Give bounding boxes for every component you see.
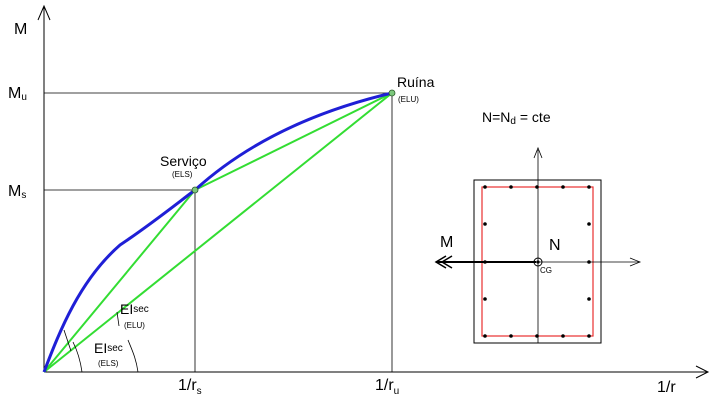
y-axis-arrow <box>37 4 51 21</box>
rebars <box>483 185 591 338</box>
cross-section: N=Nd = cte M N CG <box>434 109 642 344</box>
ruin-point <box>388 89 396 97</box>
ei-els-label: EIsec <box>94 340 123 356</box>
service-point <box>191 186 199 194</box>
ru-tick-label: 1/ru <box>375 377 399 397</box>
els-pointer <box>63 329 72 352</box>
mu-tick-label: Mu <box>8 85 27 103</box>
rs-tick-label: 1/rs <box>178 377 202 397</box>
axial-load-equation: N=Nd = cte <box>482 109 551 127</box>
section-horizontal-arrow <box>629 257 642 267</box>
cg-label: CG <box>540 266 552 275</box>
secant-els <box>43 189 196 373</box>
ei-elu-label: EIsec <box>120 301 149 317</box>
ei-elu-sub: (ELU) <box>124 321 145 330</box>
service-label: Serviço <box>160 153 207 169</box>
ei-els-sub: (ELS) <box>98 359 119 368</box>
y-axis-label: M <box>14 21 27 38</box>
elu-pointer <box>116 311 120 327</box>
normal-force-label: N <box>549 237 561 254</box>
moment-arrowhead-2 <box>440 255 453 269</box>
moment-curvature-curve <box>42 91 393 373</box>
x-axis-label: 1/r <box>657 379 676 396</box>
ruin-label: Ruína <box>397 74 435 90</box>
service-sub-label: (ELS) <box>172 170 193 179</box>
guide-lines <box>44 92 393 372</box>
ms-tick-label: Ms <box>8 183 26 201</box>
secant-upper <box>194 92 393 191</box>
moment-arrowhead-1 <box>434 255 447 269</box>
angle-arc-elu <box>72 341 83 373</box>
secant-lines <box>43 92 393 373</box>
cg-marker-outer <box>533 257 543 267</box>
section-vertical-arrow <box>533 146 543 159</box>
ruin-sub-label: (ELU) <box>398 95 419 104</box>
axes <box>37 4 710 379</box>
x-axis-arrow <box>695 365 710 379</box>
cg-marker-inner <box>536 260 540 264</box>
angle-arc-els <box>127 339 139 373</box>
moment-label: M <box>440 234 453 251</box>
secant-elu <box>43 92 393 373</box>
